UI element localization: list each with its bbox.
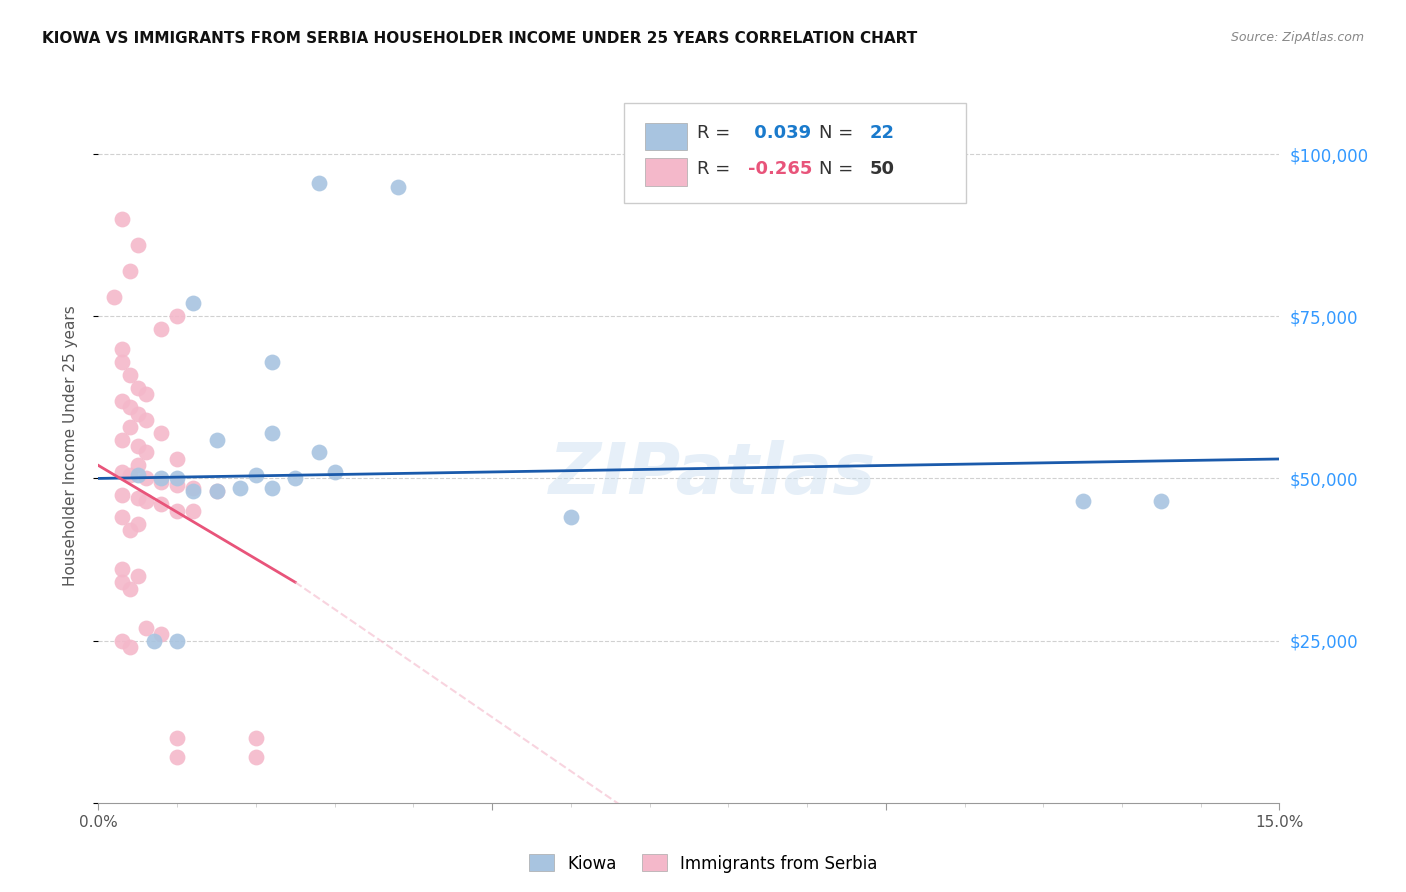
Point: [127, 491, 149, 505]
Point: [166, 310, 188, 324]
Text: KIOWA VS IMMIGRANTS FROM SERBIA HOUSEHOLDER INCOME UNDER 25 YEARS CORRELATION CH: KIOWA VS IMMIGRANTS FROM SERBIA HOUSEHOL…: [42, 31, 918, 46]
Point: [181, 296, 204, 310]
Point: [245, 731, 267, 745]
Text: ZIPatlas: ZIPatlas: [548, 440, 876, 509]
Point: [118, 468, 141, 483]
Text: N =: N =: [818, 125, 859, 143]
Point: [229, 481, 252, 495]
Point: [111, 354, 134, 368]
Point: [127, 568, 149, 582]
Point: [284, 471, 307, 485]
Text: N =: N =: [818, 161, 859, 178]
FancyBboxPatch shape: [645, 159, 686, 186]
Point: [150, 497, 173, 511]
Point: [118, 582, 141, 596]
Point: [181, 504, 204, 518]
Point: [150, 425, 173, 440]
Point: [111, 211, 134, 226]
Text: R =: R =: [697, 125, 737, 143]
Point: [166, 750, 188, 764]
Point: [127, 468, 149, 483]
Text: -0.265: -0.265: [748, 161, 813, 178]
Y-axis label: Householder Income Under 25 years: Householder Income Under 25 years: [63, 306, 77, 586]
Point: [135, 445, 157, 459]
Point: [1071, 494, 1094, 508]
FancyBboxPatch shape: [645, 123, 686, 150]
Legend: Kiowa, Immigrants from Serbia: Kiowa, Immigrants from Serbia: [522, 847, 884, 880]
Point: [181, 481, 204, 495]
Point: [166, 504, 188, 518]
Point: [560, 510, 582, 524]
Point: [150, 627, 173, 641]
Point: [135, 387, 157, 401]
Text: 22: 22: [870, 125, 894, 143]
Point: [127, 238, 149, 252]
Point: [205, 484, 228, 499]
Point: [111, 510, 134, 524]
Point: [135, 471, 157, 485]
Point: [308, 176, 330, 190]
Point: [260, 354, 283, 368]
FancyBboxPatch shape: [624, 103, 966, 203]
Point: [166, 731, 188, 745]
Point: [150, 322, 173, 336]
Point: [166, 452, 188, 467]
Point: [118, 400, 141, 414]
Point: [118, 264, 141, 278]
Point: [387, 179, 409, 194]
Point: [135, 621, 157, 635]
Point: [127, 381, 149, 395]
Text: Source: ZipAtlas.com: Source: ZipAtlas.com: [1230, 31, 1364, 45]
Point: [127, 439, 149, 453]
Point: [308, 445, 330, 459]
Point: [150, 471, 173, 485]
Point: [111, 342, 134, 356]
Point: [142, 633, 165, 648]
Point: [111, 562, 134, 576]
Point: [245, 468, 267, 483]
Point: [111, 575, 134, 590]
Point: [323, 465, 346, 479]
Point: [166, 471, 188, 485]
Point: [135, 413, 157, 427]
Point: [111, 633, 134, 648]
Point: [118, 640, 141, 654]
Point: [135, 494, 157, 508]
Point: [111, 433, 134, 447]
Point: [103, 290, 125, 304]
Point: [150, 475, 173, 489]
Point: [1150, 494, 1173, 508]
Text: R =: R =: [697, 161, 737, 178]
Point: [111, 393, 134, 408]
Point: [181, 484, 204, 499]
Point: [127, 516, 149, 531]
Point: [111, 488, 134, 502]
Point: [205, 484, 228, 499]
Text: 50: 50: [870, 161, 894, 178]
Point: [118, 524, 141, 538]
Text: 0.039: 0.039: [748, 125, 811, 143]
Point: [205, 433, 228, 447]
Point: [118, 368, 141, 382]
Point: [245, 750, 267, 764]
Point: [118, 419, 141, 434]
Point: [127, 407, 149, 421]
Point: [111, 465, 134, 479]
Point: [260, 425, 283, 440]
Point: [166, 633, 188, 648]
Point: [127, 458, 149, 473]
Point: [260, 481, 283, 495]
Point: [166, 478, 188, 492]
